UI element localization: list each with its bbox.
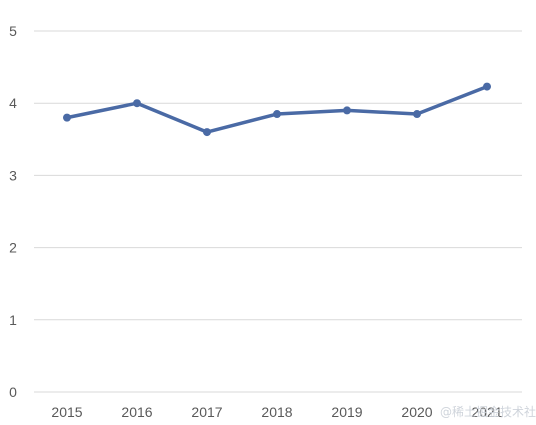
gridlines: [34, 30, 522, 393]
x-axis-tick-labels: 2015 2016 2017 2018 2019 2020 2021: [51, 404, 502, 420]
y-tick-label: 0: [9, 384, 17, 400]
data-point: [63, 113, 71, 122]
data-point: [133, 99, 141, 108]
x-tick-label: 2017: [191, 404, 222, 420]
x-tick-label: 2021: [471, 404, 502, 420]
data-point: [273, 110, 281, 119]
x-tick-label: 2019: [331, 404, 362, 420]
watermark-text: @稀土掘金技术社区: [440, 404, 536, 419]
y-tick-label: 5: [9, 23, 17, 39]
x-tick-label: 2016: [121, 404, 152, 420]
series-line: [65, 84, 489, 134]
y-axis-tick-labels: 0 1 2 3 4 5: [9, 23, 17, 400]
y-tick-label: 3: [9, 167, 17, 183]
x-tick-label: 2020: [401, 404, 432, 420]
data-point: [413, 110, 421, 119]
data-point: [203, 128, 211, 137]
series-layer: [63, 82, 491, 137]
x-tick-label: 2015: [51, 404, 82, 420]
x-tick-label: 2018: [261, 404, 292, 420]
y-tick-label: 2: [9, 240, 17, 256]
y-tick-label: 4: [9, 95, 17, 111]
y-tick-label: 1: [9, 312, 17, 328]
data-point: [483, 82, 491, 91]
data-point: [343, 106, 351, 115]
